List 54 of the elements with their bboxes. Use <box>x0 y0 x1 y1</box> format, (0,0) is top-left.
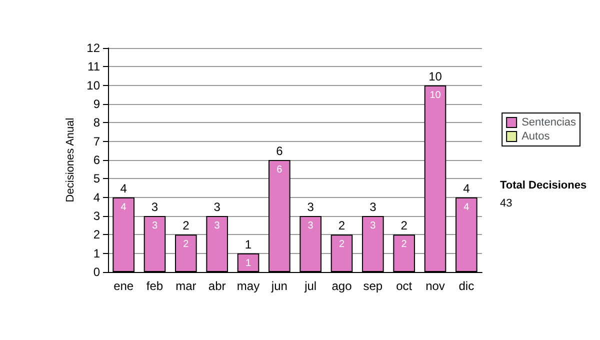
total-label: 3 <box>214 200 221 214</box>
y-tick-label: 9 <box>93 97 100 111</box>
y-tick-label: 2 <box>93 228 100 242</box>
y-axis-title: Decisiones Anual <box>64 118 76 202</box>
total-label: 4 <box>120 181 128 196</box>
y-tick-label: 4 <box>93 190 100 204</box>
data-label: 3 <box>152 220 158 232</box>
x-tick-label: jun <box>270 279 288 293</box>
total-label: 2 <box>400 218 408 233</box>
data-label: 2 <box>183 239 190 250</box>
total-label: 3 <box>307 200 314 214</box>
data-label: 2 <box>338 239 345 250</box>
total-label: 3 <box>151 200 158 214</box>
legend-label: Autos <box>522 130 550 142</box>
total-label: 3 <box>370 200 377 214</box>
text: Total Decisiones <box>500 180 587 192</box>
x-tick-label: may <box>236 279 260 293</box>
total-label: 2 <box>182 218 190 233</box>
y-tick-label: 5 <box>93 172 100 186</box>
total-label: 2 <box>338 218 346 233</box>
y-tick-label: 0 <box>93 265 100 279</box>
x-tick-label: mar <box>176 279 196 293</box>
total-label: 1 <box>244 237 252 252</box>
data-label: 3 <box>214 220 220 232</box>
y-tick-label: 10 <box>86 78 100 92</box>
data-label: 10 <box>430 90 442 101</box>
y-tick-label: 6 <box>93 153 100 167</box>
legend-label: Sentencias <box>522 116 576 128</box>
data-label: 3 <box>308 220 314 232</box>
x-tick-label: oct <box>396 279 413 293</box>
x-tick-label: ene <box>114 279 134 293</box>
total-label: 4 <box>463 181 470 196</box>
y-tick-label: 8 <box>93 116 100 130</box>
data-label: 4 <box>120 202 127 213</box>
y-tick-label: 7 <box>93 134 100 148</box>
y-tick-label: 3 <box>93 209 100 223</box>
data-label: 1 <box>245 258 252 269</box>
total-label: 10 <box>428 69 442 84</box>
y-tick-label: 12 <box>86 41 100 55</box>
data-label: 2 <box>401 239 408 250</box>
x-tick-label: jul <box>304 279 317 293</box>
total-label: 6 <box>276 144 284 158</box>
x-tick-label: dic <box>458 279 474 293</box>
data-label: 6 <box>276 164 283 176</box>
x-tick-label: ago <box>332 279 352 293</box>
data-label: 3 <box>370 220 376 232</box>
x-tick-label: nov <box>426 279 445 293</box>
x-tick-label: abr <box>208 279 226 293</box>
x-tick-label: feb <box>146 279 164 293</box>
y-tick-label: 1 <box>93 246 100 260</box>
x-tick-label: sep <box>363 279 383 293</box>
data-label: 4 <box>464 202 470 213</box>
text: 43 <box>500 198 512 210</box>
y-tick-label: 11 <box>88 60 100 74</box>
